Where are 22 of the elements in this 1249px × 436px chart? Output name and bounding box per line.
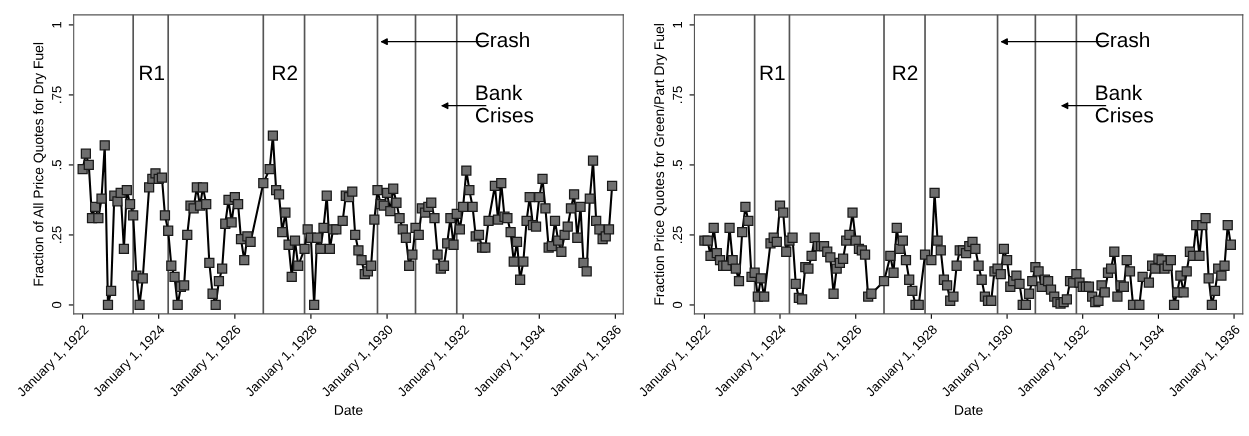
y-tick-label: .5 — [672, 159, 683, 170]
y-tick-label: 1 — [672, 21, 682, 28]
y-tick-label: .25 — [672, 226, 683, 243]
x-axis-title: Date — [334, 405, 363, 415]
annotation: Bank Crises — [1095, 84, 1153, 123]
annotation: R2 — [893, 65, 918, 81]
annotation: R1 — [140, 65, 165, 81]
annotation: Bank Crises — [475, 84, 534, 123]
y-tick-label: 1 — [52, 21, 62, 28]
y-axis-title: Fraction of All Price Quotes for Dry Fuel — [33, 42, 47, 286]
y-axis-title: Fraction Price Quotes for Green/Part Dry Fuel — [653, 24, 667, 305]
y-tick-label: 0 — [52, 301, 62, 309]
y-tick-label: .75 — [672, 86, 683, 103]
x-axis-title: Date — [955, 405, 983, 415]
y-tick-label: 0 — [672, 301, 683, 309]
y-tick-label: .25 — [52, 226, 62, 243]
annotation: R2 — [273, 65, 297, 81]
y-tick-label: .5 — [52, 159, 62, 170]
annotation: Crash — [475, 32, 529, 48]
annotation: Crash — [1095, 32, 1149, 48]
annotation: R1 — [760, 65, 785, 81]
y-tick-label: .75 — [52, 86, 62, 103]
